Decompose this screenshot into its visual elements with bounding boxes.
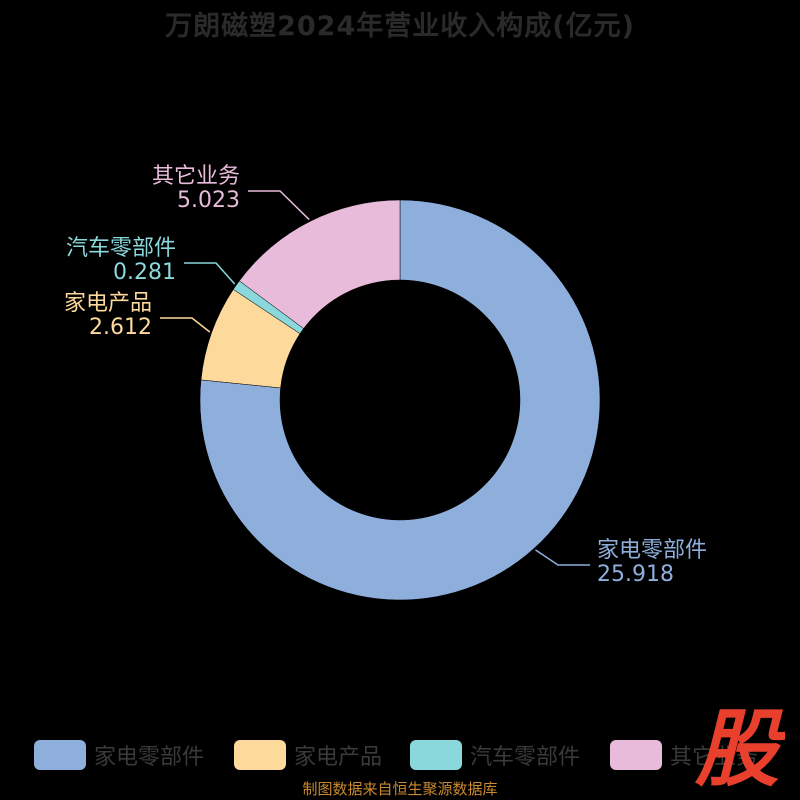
slice-category-label-3: 其它业务 xyxy=(152,164,240,189)
chart-title: 万朗磁塑2024年营业收入构成(亿元) xyxy=(165,11,635,42)
slice-value-label-0: 25.918 xyxy=(597,562,674,587)
leader-line-1 xyxy=(160,317,211,333)
slice-value-label-3: 5.023 xyxy=(177,188,240,213)
legend-swatch xyxy=(610,740,662,770)
slice-value-label-2: 0.281 xyxy=(113,260,176,285)
brand-logo: 股 xyxy=(694,700,785,790)
slice-value-label-1: 2.612 xyxy=(89,315,152,340)
leader-line-0 xyxy=(535,549,590,566)
legend-item-auto-parts[interactable]: 汽车零部件 xyxy=(410,736,580,774)
legend-swatch xyxy=(234,740,286,770)
legend-swatch xyxy=(410,740,462,770)
slice-category-label-2: 汽车零部件 xyxy=(66,236,176,261)
source-note: 制图数据来自恒生聚源数据库 xyxy=(302,780,498,798)
slice-category-label-0: 家电零部件 xyxy=(597,538,707,563)
legend-item-other-business[interactable]: 其它业务 xyxy=(610,736,758,774)
legend-item-home-appliance-products[interactable]: 家电产品 xyxy=(234,736,382,774)
legend-label: 其它业务 xyxy=(670,745,759,770)
leader-line-3 xyxy=(248,190,310,221)
donut-slice-3[interactable] xyxy=(238,199,401,329)
legend-item-home-appliance-parts[interactable]: 家电零部件 xyxy=(34,736,204,774)
legend: 家电零部件 家电产品 汽车零部件 其它业务 xyxy=(0,736,800,774)
legend-swatch xyxy=(34,740,86,770)
slice-category-label-1: 家电产品 xyxy=(64,291,152,316)
svg-text:股: 股 xyxy=(694,700,785,790)
legend-label: 汽车零部件 xyxy=(470,745,581,770)
leader-line-2 xyxy=(184,262,236,285)
legend-label: 家电零部件 xyxy=(94,745,205,770)
donut-slice-0[interactable] xyxy=(199,199,601,601)
legend-label: 家电产品 xyxy=(294,745,383,770)
